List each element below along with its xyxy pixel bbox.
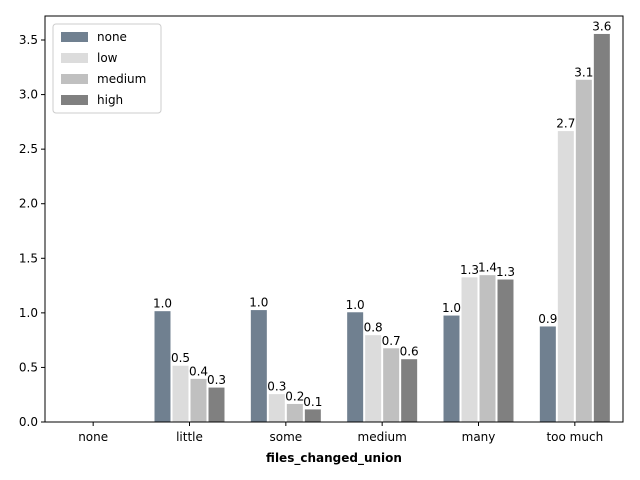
bar-value-label: 0.3 xyxy=(267,380,286,394)
bar-value-label: 0.1 xyxy=(303,395,322,409)
y-tick-label: 2.5 xyxy=(19,142,38,156)
bar-high-too-much xyxy=(592,32,611,423)
bar-value-label: 3.1 xyxy=(574,65,593,79)
x-axis: none little some medium many too much xyxy=(78,422,603,444)
y-tick-label: 3.5 xyxy=(19,33,38,47)
bar-value-label: 2.7 xyxy=(556,117,575,131)
bar-low-medium xyxy=(364,334,383,423)
legend-swatch xyxy=(61,53,88,63)
bar-low-some xyxy=(267,393,286,423)
y-tick-label: 0.0 xyxy=(19,415,38,429)
bar-medium-too-much xyxy=(574,78,593,423)
bar-none-many xyxy=(442,314,461,423)
bar-value-label: 0.6 xyxy=(400,345,419,359)
plot-frame xyxy=(44,15,624,423)
bar-none-too-much xyxy=(538,325,557,423)
legend: none low medium high xyxy=(52,23,162,114)
x-tick-label: medium xyxy=(358,430,407,444)
bar-value-label: 1.0 xyxy=(153,297,172,311)
bar-value-label: 0.9 xyxy=(538,312,557,326)
y-axis: 0.0 0.5 1.0 1.5 2.0 2.5 3.0 3.5 xyxy=(19,33,45,429)
y-tick-label: 1.0 xyxy=(19,306,38,320)
bar-high-little xyxy=(207,386,226,423)
y-tick-label: 0.5 xyxy=(19,360,38,374)
bar-high-medium xyxy=(400,358,419,423)
bar-high-some xyxy=(303,408,322,423)
legend-label: none xyxy=(97,30,127,44)
bar-value-label: 1.0 xyxy=(249,296,268,310)
bar-value-label: 1.0 xyxy=(442,301,461,315)
bar-value-label: 0.3 xyxy=(207,373,226,387)
bar-none-little xyxy=(153,310,172,423)
bar-low-many xyxy=(460,276,479,423)
x-tick-label: little xyxy=(176,430,203,444)
bar-value-label: 1.0 xyxy=(346,298,365,312)
bar-medium-some xyxy=(285,402,304,423)
bar-value-label: 0.8 xyxy=(364,321,383,335)
bar-high-many xyxy=(496,278,515,423)
bar-low-little xyxy=(171,364,190,423)
legend-label: medium xyxy=(97,72,146,86)
x-tick-label: too much xyxy=(546,430,603,444)
bar-value-label: 1.4 xyxy=(478,261,497,275)
legend-label: low xyxy=(97,51,118,65)
legend-swatch xyxy=(61,74,88,84)
bar-none-some xyxy=(249,309,268,423)
bar-value-label: 0.5 xyxy=(171,351,190,365)
x-tick-label: some xyxy=(269,430,302,444)
legend-label: high xyxy=(97,93,123,107)
bars-layer xyxy=(153,32,611,423)
bar-medium-many xyxy=(478,274,497,423)
bar-medium-medium xyxy=(382,347,401,423)
bar-low-too-much xyxy=(556,130,575,423)
y-tick-label: 2.0 xyxy=(19,197,38,211)
bar-value-label: 1.3 xyxy=(496,265,515,279)
y-tick-label: 3.0 xyxy=(19,88,38,102)
x-tick-label: none xyxy=(78,430,108,444)
bar-none-medium xyxy=(346,311,365,423)
bar-value-label: 0.2 xyxy=(285,389,304,403)
legend-box xyxy=(52,23,162,114)
y-tick-label: 1.5 xyxy=(19,251,38,265)
bar-medium-little xyxy=(189,377,208,423)
legend-swatch xyxy=(61,32,88,42)
legend-swatch xyxy=(61,95,88,105)
bar-value-label: 0.7 xyxy=(382,334,401,348)
bar-value-label: 3.6 xyxy=(592,19,611,33)
x-axis-title: files_changed_union xyxy=(266,451,402,466)
bar-labels-layer: 1.0 1.0 1.0 1.0 0.9 0.5 0.3 0.8 1.3 2.7 0.4 0.2 0.7 1… xyxy=(153,19,611,408)
bar-value-label: 1.3 xyxy=(460,263,479,277)
x-tick-label: many xyxy=(462,430,496,444)
bar-value-label: 0.4 xyxy=(189,364,208,378)
